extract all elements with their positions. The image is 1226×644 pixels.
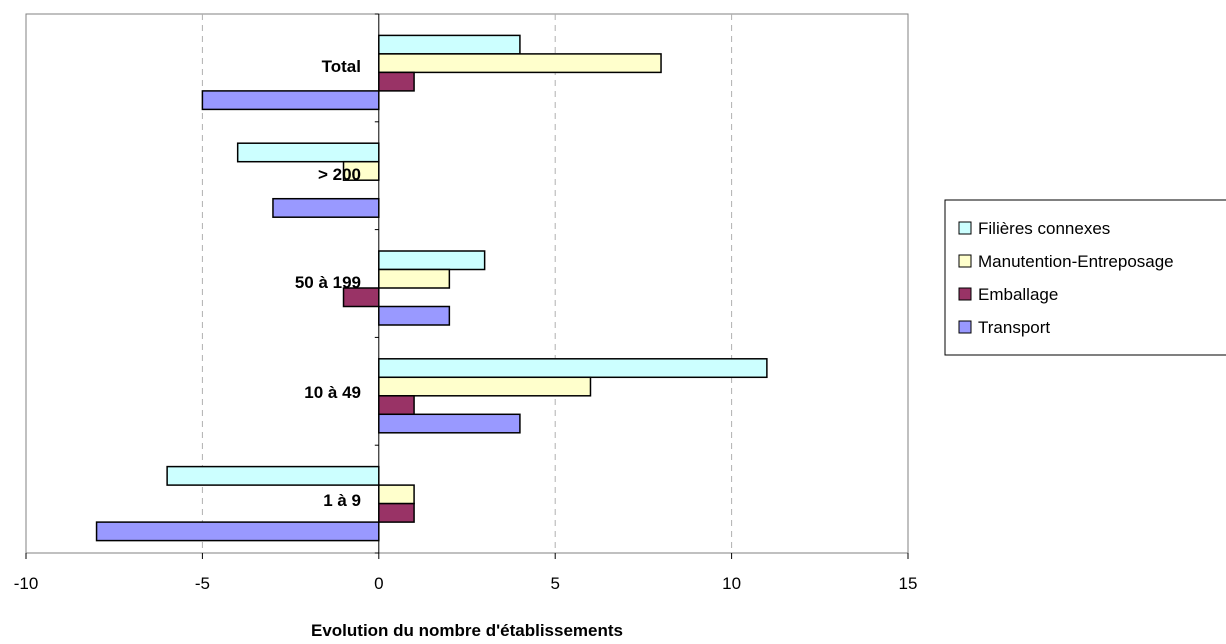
category-label: > 200 (318, 165, 361, 184)
legend-label: Transport (978, 318, 1050, 337)
category-labels: Total > 200 50 à 199 10 à 49 1 à 9 (295, 57, 361, 510)
bar (378, 305, 451, 326)
legend-swatch (958, 254, 972, 268)
legend-swatch (958, 221, 972, 235)
bar (95, 521, 380, 542)
bar (378, 34, 521, 55)
category-label: 10 à 49 (304, 383, 361, 402)
x-tick-label: 5 (550, 574, 559, 593)
bar (378, 502, 415, 523)
category-label: 50 à 199 (295, 273, 361, 292)
bar (378, 268, 451, 289)
legend-swatch (958, 287, 972, 301)
x-tick-label: 15 (899, 574, 918, 593)
bar (378, 250, 486, 271)
bar (378, 376, 592, 397)
bar (342, 160, 380, 181)
x-tick-label: -5 (195, 574, 210, 593)
bar (342, 287, 380, 308)
bar (378, 413, 521, 434)
bar (272, 197, 380, 218)
legend-swatch (958, 320, 972, 334)
x-axis-title: Evolution du nombre d'établissements (311, 621, 623, 639)
legend-box (944, 199, 1226, 356)
bar (378, 395, 415, 416)
x-tick-label: -10 (14, 574, 39, 593)
plot-area (25, 13, 909, 554)
bar (166, 465, 380, 486)
bar (236, 142, 380, 163)
x-tick-label: 0 (374, 574, 383, 593)
bar (201, 90, 380, 111)
legend-label: Manutention-Entreposage (978, 252, 1174, 271)
bar (378, 71, 415, 92)
category-label: Total (322, 57, 361, 76)
bars (95, 34, 768, 542)
legend-label: Emballage (978, 285, 1058, 304)
bar (378, 484, 415, 505)
bar (378, 53, 662, 74)
legend: Filières connexes Manutention-Entreposage… (944, 199, 1226, 356)
category-label: 1 à 9 (323, 491, 361, 510)
x-tick-label: 10 (722, 574, 741, 593)
legend-label: Filières connexes (978, 219, 1110, 238)
bar (378, 358, 768, 379)
